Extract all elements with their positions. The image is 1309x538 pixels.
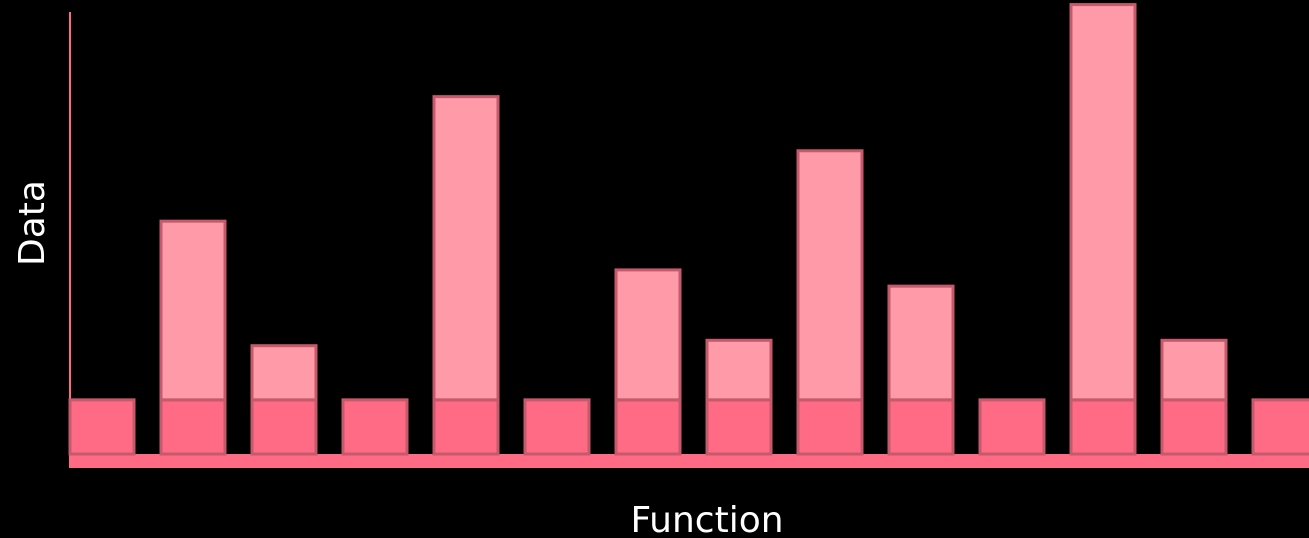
bar-top-10 [887, 284, 955, 402]
bar-base-11 [978, 398, 1046, 456]
bar-base-10 [887, 398, 955, 456]
bars-group [68, 3, 1309, 456]
baseline-band [70, 454, 1309, 468]
bar-top-5 [432, 95, 500, 402]
bar-base-7 [614, 398, 682, 456]
bar-base-9 [796, 398, 864, 456]
x-axis-title: Function [630, 500, 783, 538]
bar-base-5 [432, 398, 500, 456]
bar-base-14 [1251, 398, 1309, 456]
bar-top-8 [705, 338, 773, 402]
bar-base-8 [705, 398, 773, 456]
bar-base-4 [341, 398, 409, 456]
bar-base-13 [1160, 398, 1228, 456]
bar-base-1 [68, 398, 136, 456]
bar-top-12 [1069, 3, 1137, 402]
bar-top-2 [159, 219, 227, 402]
bar-base-2 [159, 398, 227, 456]
bar-base-6 [523, 398, 591, 456]
bar-top-3 [250, 344, 318, 402]
bar-top-7 [614, 268, 682, 402]
bar-top-13 [1160, 338, 1228, 402]
bar-base-3 [250, 398, 318, 456]
bar-base-12 [1069, 398, 1137, 456]
bar-top-9 [796, 149, 864, 402]
y-axis-title: Data [12, 180, 53, 266]
